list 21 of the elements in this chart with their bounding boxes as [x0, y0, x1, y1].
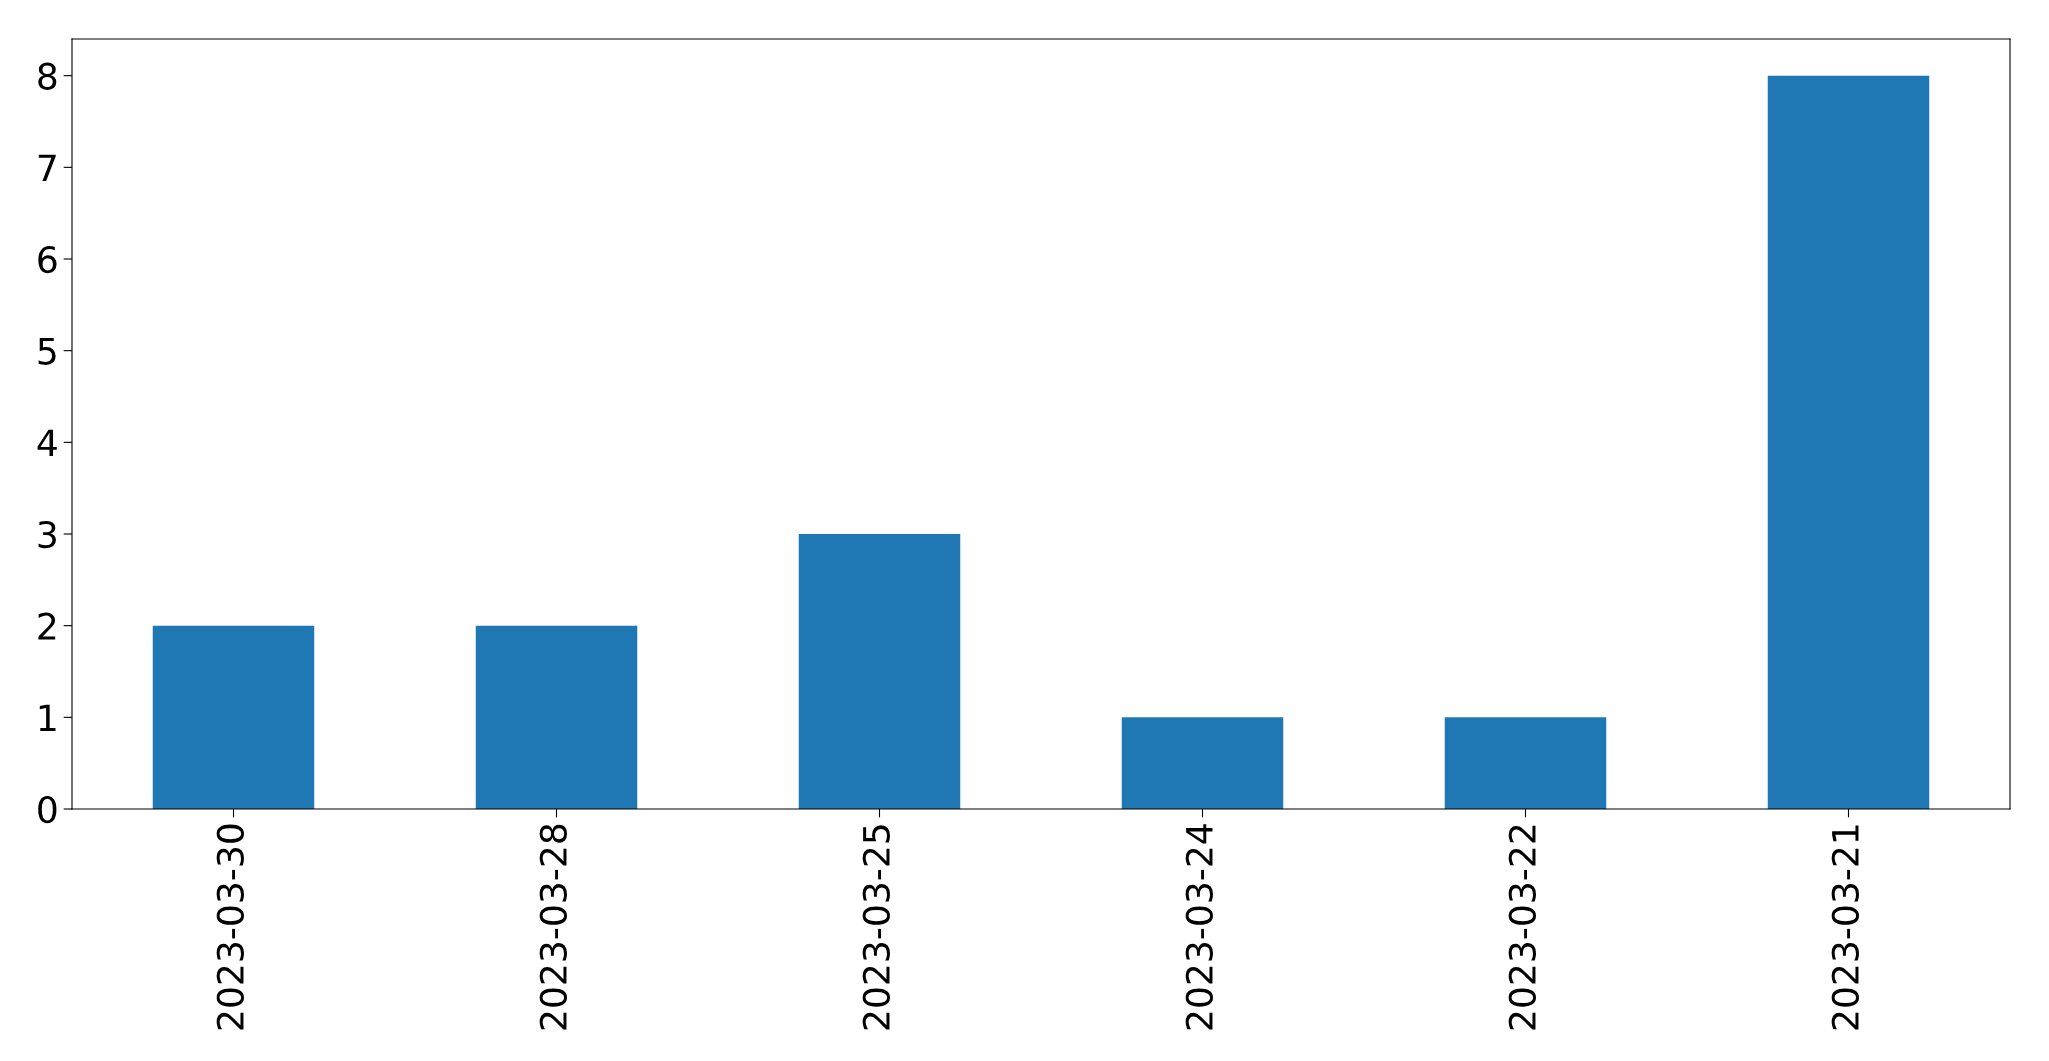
- y-tick-label: 5: [38, 338, 56, 365]
- bar: [1767, 75, 1930, 809]
- y-tick-label: 7: [38, 154, 56, 182]
- bar: [152, 625, 315, 809]
- y-tick-label: 3: [38, 520, 56, 549]
- y-tick-label: 1: [39, 704, 56, 732]
- x-tick-label: 2023-03-28: [539, 824, 567, 1030]
- y-tick-label: 8: [38, 62, 57, 90]
- x-tick-label: 2023-03-25: [862, 825, 890, 1030]
- x-tick-label: 2023-03-24: [1185, 824, 1213, 1030]
- bar: [475, 625, 638, 809]
- bar: [1121, 717, 1284, 809]
- bar: [1444, 717, 1607, 809]
- x-tick-label: 2023-03-22: [1508, 825, 1536, 1030]
- bar: [798, 534, 961, 809]
- y-tick-label: 2: [38, 612, 56, 640]
- x-tick-label: 2023-03-30: [216, 824, 244, 1030]
- y-tick-label: 6: [38, 245, 57, 274]
- y-tick-label: 0: [38, 795, 57, 824]
- y-tick-label: 4: [37, 429, 57, 457]
- x-tick-label: 2023-03-21: [1831, 825, 1859, 1030]
